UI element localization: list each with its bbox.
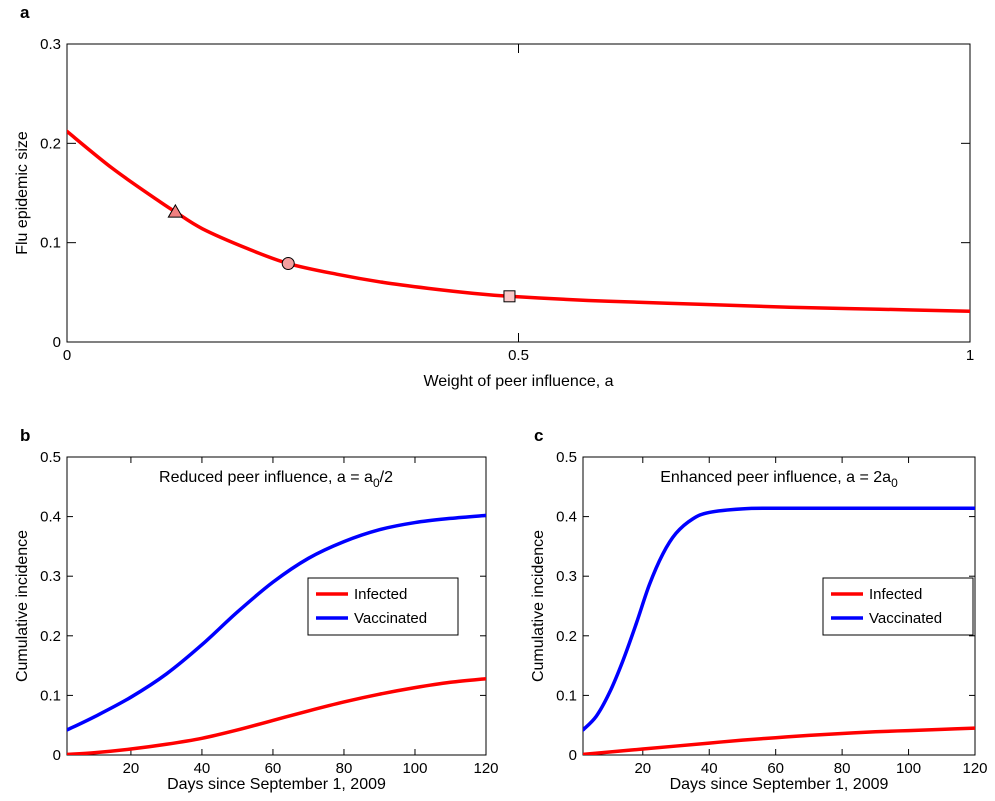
y-tick-label: 0.5: [40, 449, 61, 466]
axes-frame: [582, 456, 976, 756]
y-tick-label: 0: [53, 334, 61, 351]
x-axis-label: Days since September 1, 2009: [670, 776, 889, 793]
legend-label-infected: Infected: [354, 586, 407, 603]
legend-box: [822, 577, 974, 636]
x-tick-label: 100: [896, 760, 921, 777]
y-axis-label: Flu epidemic size: [14, 131, 31, 255]
x-tick-label: 100: [402, 760, 427, 777]
y-axis-label: Cumulative incidence: [14, 530, 31, 682]
x-tick-label: 0.5: [508, 347, 529, 364]
y-tick-label: 0.3: [40, 568, 61, 585]
x-tick-label: 0: [63, 347, 71, 364]
series-line-vaccinated: [67, 513, 486, 732]
legend-label-infected: Infected: [869, 586, 922, 603]
x-tick-label: 60: [767, 760, 784, 777]
y-tick-label: 0.3: [40, 36, 61, 53]
y-tick-label: 0.4: [40, 509, 61, 526]
circle-marker: [281, 257, 295, 271]
y-tick-label: 0.5: [556, 449, 577, 466]
y-tick-label: 0.1: [40, 687, 61, 704]
x-tick-label: 40: [701, 760, 718, 777]
legend: Infected Vaccinated: [822, 577, 974, 636]
x-tick-label: 1: [966, 347, 974, 364]
y-axis-label: Cumulative incidence: [530, 530, 547, 682]
panel-letter: b: [20, 426, 30, 445]
x-tick-label: 80: [834, 760, 851, 777]
y-tick-label: 0: [53, 747, 61, 764]
x-tick-label: 20: [123, 760, 140, 777]
panel-letter: c: [534, 426, 543, 445]
y-tick-label: 0: [569, 747, 577, 764]
series-line-epidemic-size: [67, 129, 970, 313]
axes-frame: [66, 456, 487, 756]
y-tick-label: 0.2: [40, 135, 61, 152]
x-tick-label: 40: [194, 760, 211, 777]
series-line-vaccinated: [583, 506, 975, 732]
panel-b: b 20 40 60 80 100 120 0 0.1 0.2 0.3 0.4 0.5 Days sinc…: [14, 426, 499, 793]
y-tick-label: 0.4: [556, 509, 577, 526]
x-tick-label: 120: [962, 760, 987, 777]
x-axis-label: Days since September 1, 2009: [167, 776, 386, 793]
panel-c: c 20 40 60 80 100 120 0 0.1 0.2 0.3 0.4 0.5 Days sinc…: [530, 426, 988, 793]
x-tick-label: 120: [473, 760, 498, 777]
legend-box: [307, 577, 459, 636]
x-tick-label: 80: [336, 760, 353, 777]
y-tick-label: 0.1: [556, 687, 577, 704]
triangle-marker: [167, 203, 184, 218]
x-tick-label: 60: [265, 760, 282, 777]
y-tick-label: 0.1: [40, 235, 61, 252]
panel-annotation: Reduced peer influence, a = a0/2: [159, 469, 393, 490]
panel-annotation: Enhanced peer influence, a = 2a0: [660, 469, 898, 490]
y-tick-label: 0.3: [556, 568, 577, 585]
series-line-infected: [583, 726, 975, 755]
legend-label-vaccinated: Vaccinated: [869, 610, 942, 627]
legend: Infected Vaccinated: [307, 577, 459, 636]
legend-label-vaccinated: Vaccinated: [354, 610, 427, 627]
square-marker: [503, 290, 516, 303]
panel-a: a 0 0.5 1 0 0.1 0.2 0.3 Weight of peer influence…: [14, 3, 974, 390]
x-tick-label: 20: [634, 760, 651, 777]
x-axis-label: Weight of peer influence, a: [423, 373, 613, 390]
series-line-infected: [67, 676, 486, 755]
panel-letter: a: [20, 3, 30, 22]
y-tick-label: 0.2: [556, 628, 577, 645]
y-tick-label: 0.2: [40, 628, 61, 645]
